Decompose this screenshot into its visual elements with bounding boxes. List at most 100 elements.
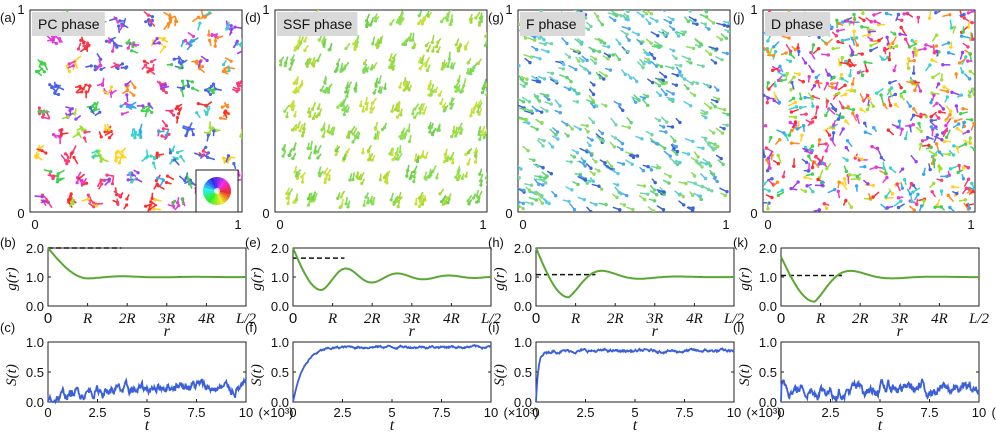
phase-title-box [765,12,831,36]
st-curve [47,376,247,405]
particle [204,88,208,92]
particle [424,44,428,48]
particle [801,80,805,84]
particle [293,48,297,52]
particle [132,93,136,97]
particle [525,77,529,81]
particle [869,38,873,42]
panel-label: (d) [245,10,261,25]
particle [902,177,907,182]
particle [836,21,841,26]
particle [469,114,473,118]
particle [77,177,81,181]
particle [334,153,338,157]
particle [814,75,818,80]
particle [198,21,202,25]
particle [345,109,349,113]
particle [888,103,893,108]
x-axis-label: t [145,417,150,434]
y-tick-label: 1.0 [271,270,289,285]
particle [870,144,874,149]
particle [814,155,818,159]
particle [707,27,711,31]
particle [417,204,421,209]
particle [824,142,828,146]
particle [649,168,654,172]
particle [963,142,968,146]
particle [635,154,640,158]
y-tick-label: 0.5 [26,365,44,380]
particle [446,201,450,205]
particle [163,83,168,87]
particle [377,41,381,45]
particle [279,63,283,67]
particle [417,21,421,26]
x-tick-label: 0 [764,217,771,232]
particle [524,118,528,123]
particle [620,141,625,146]
particle [529,55,534,59]
particle [949,45,953,49]
particle [846,62,850,66]
panel-label: (i) [488,320,500,335]
particle [467,151,471,155]
particle [601,139,606,143]
particle [196,101,200,106]
particle [583,164,587,168]
particle [41,199,46,203]
particle [211,88,216,92]
particle [630,162,635,166]
x-tick-label: 4R [198,311,215,327]
particle [304,62,309,66]
particle [310,62,314,66]
particle [116,202,120,206]
particle [678,160,682,165]
particle [769,135,773,140]
particle [142,59,146,63]
particle [883,46,887,51]
particle [631,207,635,212]
particle [221,156,226,160]
particle [781,174,786,179]
particle [887,57,892,62]
particle [545,174,549,178]
particle [464,47,468,51]
particle [317,38,321,42]
color-wheel-segment [203,183,217,191]
particle [612,145,617,149]
particle [529,183,534,187]
particle [725,189,729,194]
particle [780,188,785,192]
particle [625,193,629,198]
x-tick-label: 1 [722,217,729,232]
particle [176,112,181,116]
particle [341,108,345,112]
particle [841,20,845,24]
particle [186,84,191,89]
particle [937,150,942,154]
particle [972,147,975,152]
y-tick-label: 0 [750,206,757,221]
particle [867,32,872,37]
particle [895,182,899,186]
particle [703,22,708,26]
particle [402,133,406,138]
particle [844,198,848,203]
particle [542,77,547,81]
particle [721,162,725,167]
particle [948,113,952,117]
particle [100,182,104,186]
particle [970,87,975,91]
particle [532,158,536,162]
particle [292,200,296,204]
particle [613,136,618,140]
particle [529,109,534,113]
particle [803,175,807,179]
particle [567,55,572,59]
particle [405,174,409,178]
particle [354,134,358,138]
particle [155,151,159,155]
particle [663,146,667,151]
particle [588,143,592,148]
particle [167,132,171,136]
